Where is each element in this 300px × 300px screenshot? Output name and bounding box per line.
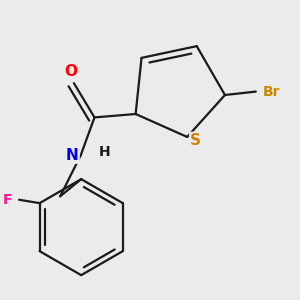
Text: Br: Br — [262, 85, 280, 99]
Text: S: S — [190, 133, 201, 148]
Text: H: H — [99, 145, 111, 159]
Text: F: F — [2, 193, 12, 207]
Text: N: N — [66, 148, 79, 163]
Text: O: O — [64, 64, 77, 79]
